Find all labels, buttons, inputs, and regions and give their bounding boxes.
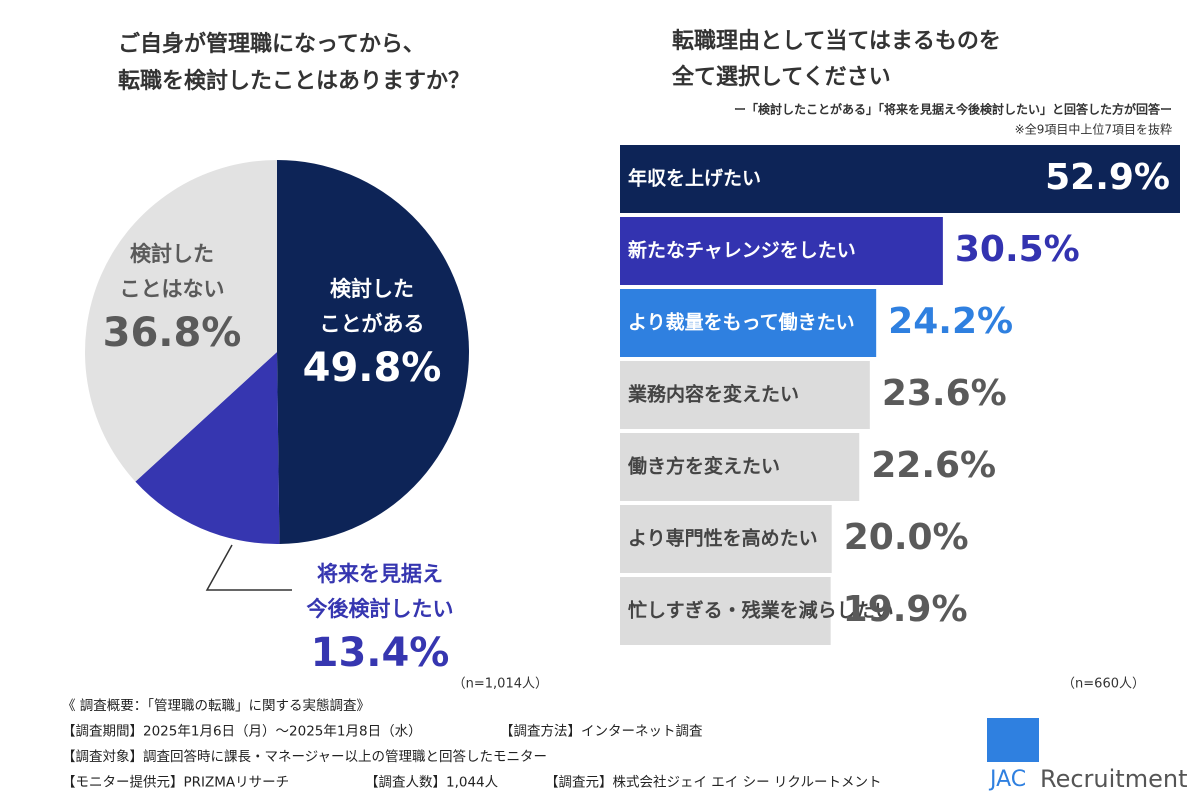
chart-title: ご自身が管理職になってから、 xyxy=(118,31,425,57)
bar xyxy=(620,505,832,573)
slice-label: ことはない xyxy=(120,277,225,301)
bar xyxy=(620,433,860,501)
footer-text: 【調査期間】2025年1月6日（月）～2025年1月8日（水） xyxy=(62,724,422,740)
footer-text: 【調査対象】調査回答時に課長・マネージャー以上の管理職と回答したモニター xyxy=(62,748,547,765)
logo-jac: JAC xyxy=(988,767,1026,792)
sample-note: （n=1,014人） xyxy=(453,677,548,692)
bar xyxy=(620,577,831,645)
footer-text: 【調査人数】1,044人 xyxy=(365,775,499,791)
bar-value: 52.9% xyxy=(1045,157,1170,198)
bar-category: 年収を上げたい xyxy=(628,167,761,190)
chart-title: 転職理由として当てはまるものを xyxy=(672,28,1001,54)
bar-value: 19.9% xyxy=(843,589,968,630)
chart-title: 全て選択してください xyxy=(671,64,891,90)
slice-value: 36.8% xyxy=(103,310,242,356)
bar-category: より専門性を高めたい xyxy=(628,527,818,550)
bar-value: 30.5% xyxy=(955,229,1080,270)
bar-category: 働き方を変えたい xyxy=(627,455,780,478)
leader-line xyxy=(205,544,292,591)
bar-value: 24.2% xyxy=(888,301,1013,342)
bar-value: 22.6% xyxy=(871,445,996,486)
sample-note: （n=660人） xyxy=(1062,677,1145,692)
logo-mark xyxy=(987,718,1039,762)
pie-slice xyxy=(135,352,280,544)
slice-value: 49.8% xyxy=(303,345,442,391)
footer-text: 【調査元】株式会社ジェイ エイ シー リクルートメント xyxy=(545,775,881,791)
slice-label: 検討した xyxy=(330,277,414,301)
bar xyxy=(620,289,877,357)
slice-value: 13.4% xyxy=(311,630,450,676)
bar-value: 23.6% xyxy=(882,373,1007,414)
slice-label: 今後検討したい xyxy=(307,597,454,621)
bar-category: 業務内容を変えたい xyxy=(627,383,799,406)
chart-title: 転職を検討したことはありますか？ xyxy=(118,68,470,94)
pie-slice xyxy=(277,160,470,544)
bar xyxy=(620,361,870,429)
bar-category: 新たなチャレンジをしたい xyxy=(628,239,856,262)
slice-label: 将来を見据え xyxy=(317,562,443,586)
slice-label: ことがある xyxy=(320,312,425,336)
logo-name: Recruitment xyxy=(1040,765,1187,793)
chart-subtitle: ー「検討したことがある」「将来を見据え今後検討したい」と回答した方が回答ー xyxy=(734,102,1172,117)
bar-value: 20.0% xyxy=(844,517,969,558)
slice-label: 検討した xyxy=(130,242,214,266)
chart-caption: ※全9項目中上位7項目を抜粋 xyxy=(1015,122,1172,137)
bar-category: 忙しすぎる・残業を減らしたい xyxy=(628,599,894,622)
bar-category: より裁量をもって働きたい xyxy=(628,311,855,334)
bar xyxy=(620,217,943,285)
footer-text: 【調査方法】インターネット調査 xyxy=(500,724,703,740)
pie-slice xyxy=(84,160,277,482)
footer-text: 《 調査概要：「管理職の転職」に関する実態調査》 xyxy=(62,698,370,714)
footer-text: 【モニター提供元】PRIZMAリサーチ xyxy=(62,775,289,791)
bar xyxy=(620,145,1180,213)
